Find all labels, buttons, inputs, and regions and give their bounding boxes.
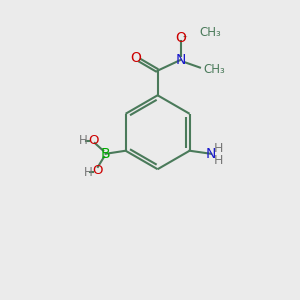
Text: B: B [101,147,110,161]
Text: H: H [214,142,224,155]
Text: O: O [88,134,98,147]
Text: N: N [206,147,216,161]
Text: H: H [214,154,224,167]
Text: H: H [79,134,88,147]
Text: H: H [83,166,92,179]
Text: O: O [175,31,186,45]
Text: CH₃: CH₃ [199,26,221,39]
Text: N: N [176,53,186,67]
Text: CH₃: CH₃ [203,63,225,76]
Text: O: O [93,164,103,177]
Text: O: O [130,51,141,64]
